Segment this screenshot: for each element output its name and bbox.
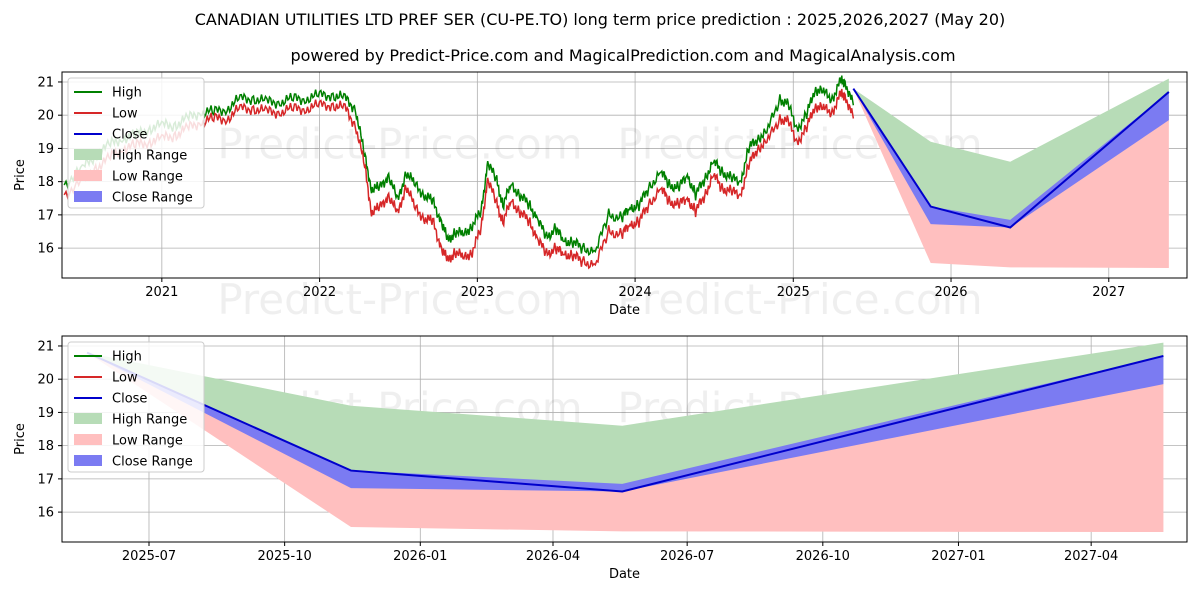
legend-label: High Range bbox=[112, 149, 187, 164]
watermarks-outside: Predict-Price.com Predict-Price.com bbox=[217, 275, 982, 324]
y-tick-label: 20 bbox=[37, 109, 54, 124]
watermark-text: Predict-Price.com bbox=[217, 120, 582, 169]
legend-label: Low Range bbox=[112, 434, 183, 449]
y-tick-label: 17 bbox=[37, 472, 54, 487]
y-tick-label: 16 bbox=[37, 242, 54, 257]
y-tick-label: 16 bbox=[37, 506, 54, 521]
legend-label: High bbox=[112, 350, 142, 365]
legend-swatch bbox=[74, 413, 102, 424]
close-range-band bbox=[853, 88, 1169, 228]
x-tick-label: 2027 bbox=[1092, 285, 1125, 300]
legend-label: High Range bbox=[112, 413, 187, 428]
close-series-line bbox=[86, 351, 1164, 493]
x-tick-label: 2022 bbox=[303, 285, 336, 300]
legend-label: Low bbox=[112, 371, 138, 386]
x-axis-label: Date bbox=[609, 567, 640, 582]
x-tick-label: 2026-10 bbox=[796, 549, 850, 564]
y-axis-label: Price bbox=[13, 159, 28, 191]
legend-label: Low Range bbox=[112, 170, 183, 185]
x-tick-label: 2027-01 bbox=[931, 549, 985, 564]
y-tick-label: 21 bbox=[37, 75, 54, 90]
x-tick-label: 2027-04 bbox=[1064, 549, 1118, 564]
legend-label: Low bbox=[112, 107, 138, 122]
x-tick-label: 2025-07 bbox=[122, 549, 176, 564]
y-tick-label: 20 bbox=[37, 373, 54, 388]
x-tick-label: 2025 bbox=[777, 285, 810, 300]
plot-area bbox=[86, 342, 1164, 533]
x-tick-label: 2023 bbox=[461, 285, 494, 300]
legend-swatch bbox=[74, 170, 102, 181]
high-range-band bbox=[853, 78, 1169, 228]
x-tick-label: 2026-07 bbox=[660, 549, 714, 564]
legend: High Low Close High Range Low Range Close Ran… bbox=[67, 341, 205, 473]
legend-label: Close Range bbox=[112, 455, 193, 470]
x-tick-label: 2025-10 bbox=[257, 549, 311, 564]
y-tick-label: 18 bbox=[37, 175, 54, 190]
x-tick-label: 2026-01 bbox=[393, 549, 447, 564]
y-tick-label: 17 bbox=[37, 208, 54, 223]
legend: High Low Close High Range Low Range Close Ran… bbox=[67, 77, 205, 209]
watermark-text: Predict-Price.com bbox=[617, 275, 982, 324]
legend-label: Close bbox=[112, 128, 147, 143]
bottom-chart-panel: Predict-Price.comPredict-Price.com2025-0… bbox=[13, 335, 1188, 582]
top-chart-panel: Predict-Price.com Predict-Price.com Predic… bbox=[13, 71, 1188, 324]
high-range-band bbox=[87, 342, 1164, 492]
y-tick-label: 21 bbox=[37, 339, 54, 354]
legend-label: High bbox=[112, 86, 142, 101]
legend-swatch bbox=[74, 149, 102, 160]
chart-title: CANADIAN UTILITIES LTD PREF SER (CU-PE.T… bbox=[195, 10, 1006, 29]
y-tick-label: 18 bbox=[37, 439, 54, 454]
chart-subtitle: powered by Predict-Price.com and Magical… bbox=[290, 46, 955, 65]
x-tick-label: 2026 bbox=[934, 285, 967, 300]
legend-label: Close Range bbox=[112, 191, 193, 206]
x-tick-label: 2024 bbox=[619, 285, 652, 300]
low-series-line bbox=[63, 88, 855, 270]
x-axis-label: Date bbox=[609, 303, 640, 318]
y-tick-label: 19 bbox=[37, 406, 54, 421]
plot-area bbox=[63, 75, 1170, 270]
legend-swatch bbox=[74, 455, 102, 466]
plot-frame bbox=[61, 335, 1188, 543]
legend-label: Close bbox=[112, 392, 147, 407]
legend-swatch bbox=[74, 434, 102, 445]
x-tick-label: 2026-04 bbox=[526, 549, 580, 564]
close-series-line bbox=[852, 88, 1170, 229]
y-tick-label: 19 bbox=[37, 142, 54, 157]
plot-frame bbox=[61, 71, 1188, 279]
watermark-text: Predict-Price.com bbox=[217, 275, 582, 324]
y-axis-label: Price bbox=[13, 423, 28, 455]
high-series-line bbox=[63, 75, 855, 257]
close-range-band bbox=[87, 352, 1164, 492]
legend-swatch bbox=[74, 191, 102, 202]
x-tick-label: 2021 bbox=[145, 285, 178, 300]
